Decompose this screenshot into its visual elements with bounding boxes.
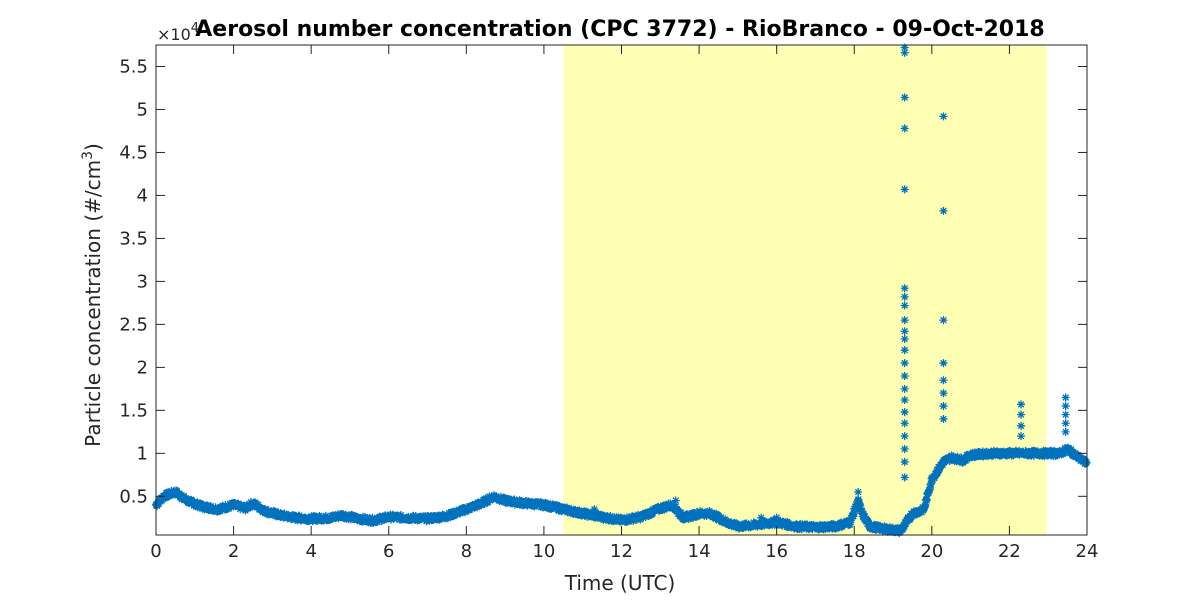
spike-point <box>900 185 909 194</box>
spike-point <box>1017 400 1026 409</box>
x-tick-label: 10 <box>532 541 555 562</box>
spike-point <box>900 408 909 417</box>
spike-point <box>939 206 948 215</box>
data-point <box>921 500 930 509</box>
y-axis-label-main: Particle concentration (#/cm <box>81 160 105 447</box>
spike-point <box>900 93 909 102</box>
data-point <box>927 479 936 488</box>
spike-point <box>939 376 948 385</box>
spike-point <box>939 414 948 423</box>
x-tick-label: 4 <box>305 541 316 562</box>
spike-point <box>1017 410 1026 419</box>
y-exponent-label: ×104 <box>157 21 199 44</box>
y-axis-label: Particle concentration (#/cm3) <box>80 143 105 447</box>
y-exponent-base: ×10 <box>157 25 191 44</box>
spike-point <box>900 445 909 454</box>
y-exponent-power: 4 <box>191 21 199 36</box>
spike-point <box>900 301 909 310</box>
spike-point <box>1017 432 1026 441</box>
x-tick-label: 16 <box>765 541 788 562</box>
data-point <box>858 507 867 516</box>
x-tick-label: 24 <box>1076 541 1099 562</box>
x-tick-label: 12 <box>610 541 633 562</box>
spike-point <box>939 389 948 398</box>
x-tick-label: 8 <box>461 541 472 562</box>
spike-point <box>900 432 909 441</box>
chart-title: Aerosol number concentration (CPC 3772) … <box>195 17 1044 42</box>
y-axis-label-superscript: 3 <box>80 151 96 160</box>
spike-point <box>772 513 781 522</box>
data-point <box>510 495 519 504</box>
data-point <box>677 508 686 517</box>
data-point <box>396 510 405 519</box>
spike-point <box>900 48 909 57</box>
y-axis-label-close: ) <box>81 143 105 151</box>
y-tick-label: 5.5 <box>119 56 148 77</box>
spike-point <box>900 284 909 293</box>
data-point <box>321 511 330 520</box>
spike-point <box>671 496 680 505</box>
y-tick-label: 2 <box>137 357 148 378</box>
x-tick-label: 14 <box>688 541 711 562</box>
spike-point <box>900 359 909 368</box>
spike-point <box>939 402 948 411</box>
spike-point <box>939 112 948 121</box>
x-tick-label: 18 <box>843 541 866 562</box>
x-axis-label: Time (UTC) <box>564 571 676 595</box>
spike-point <box>900 419 909 428</box>
spike-point <box>1061 419 1070 428</box>
x-tick-label: 20 <box>920 541 943 562</box>
spike-point <box>900 327 909 336</box>
y-tick-label: 1 <box>137 443 148 464</box>
x-tick-label: 6 <box>383 541 394 562</box>
spike-point <box>900 371 909 380</box>
data-point <box>154 499 163 508</box>
spike-point <box>1061 402 1070 411</box>
spike-point <box>1017 421 1026 430</box>
spike-point <box>900 473 909 482</box>
spike-point <box>900 335 909 343</box>
spike-point <box>900 292 909 301</box>
spike-point <box>900 396 909 405</box>
spike-point <box>1061 393 1070 402</box>
y-tick-label: 3 <box>137 271 148 292</box>
spike-point <box>854 496 863 505</box>
spike-point <box>900 346 909 355</box>
x-tick-label: 22 <box>998 541 1021 562</box>
spike-point <box>900 316 909 325</box>
spike-point <box>854 488 863 497</box>
y-tick-label: 4.5 <box>119 142 148 163</box>
y-tick-label: 1.5 <box>119 400 148 421</box>
spike-point <box>1061 427 1070 436</box>
highlight-band <box>563 45 1047 535</box>
y-tick-label: 3.5 <box>119 228 148 249</box>
x-tick-label: 2 <box>228 541 239 562</box>
spike-point <box>900 124 909 133</box>
data-point <box>264 506 273 515</box>
spike-point <box>939 316 948 325</box>
axes: 0 2 4 6 8 10 12 14 16 18 20 22 240.511.522.533.544.5… <box>119 44 1099 562</box>
y-tick-label: 4 <box>137 185 148 206</box>
spike-point <box>900 43 909 52</box>
plot-area <box>152 43 1091 537</box>
x-tick-label: 0 <box>150 541 161 562</box>
data-point <box>922 496 931 505</box>
spike-point <box>1061 410 1070 419</box>
y-tick-label: 5 <box>137 99 148 120</box>
spike-point <box>900 384 909 393</box>
y-tick-label: 0.5 <box>119 486 148 507</box>
data-point <box>193 498 202 507</box>
spike-point <box>900 457 909 466</box>
data-point <box>260 504 269 513</box>
spike-point <box>671 502 680 511</box>
y-tick-label: 2.5 <box>119 314 148 335</box>
spike-point <box>590 505 599 514</box>
spike-point <box>939 359 948 368</box>
spike-point <box>757 513 766 522</box>
